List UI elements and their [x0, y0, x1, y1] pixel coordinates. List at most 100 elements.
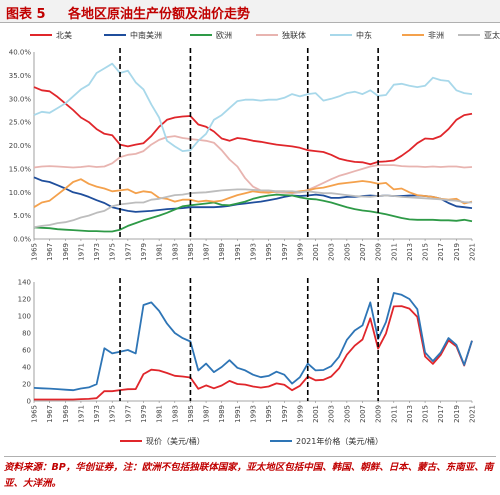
series-line [33, 86, 473, 166]
y-tick-label: 40 [22, 364, 31, 372]
legend-swatch [120, 440, 142, 442]
series-line [34, 305, 473, 401]
x-tick-label: 1981 [156, 243, 164, 261]
x-tick-label: 1999 [296, 405, 304, 423]
figure-header: 图表 5 各地区原油生产份额及油价走势 [0, 0, 500, 23]
x-tick-label: 2011 [390, 243, 398, 261]
x-tick-label: 1977 [124, 243, 132, 261]
figure-title: 各地区原油生产份额及油价走势 [68, 7, 251, 22]
x-tick-label: 1987 [203, 405, 211, 423]
x-tick-label: 1995 [265, 405, 273, 423]
oil-price-chart: 0 20 40 60 80 100 120 140 1965 1967 1969 1971 1973 19… [18, 278, 477, 423]
legend-item: 中南美洲 [104, 28, 162, 42]
x-tick-label: 1985 [187, 405, 195, 423]
y-tick-label: 80 [22, 330, 31, 338]
x-tick-label: 2001 [312, 243, 320, 261]
y-tick-label: 35.0% [9, 72, 32, 80]
top-chart-legend: 北美 中南美洲 欧洲 独联体 中东 非洲 亚太 [30, 28, 500, 44]
x-tick-label: 2001 [312, 405, 320, 423]
x-tick-label: 1971 [77, 405, 85, 423]
x-tick-label: 1979 [140, 405, 148, 423]
legend-swatch [256, 34, 278, 36]
legend-swatch [330, 34, 352, 36]
legend-label: 中东 [356, 30, 372, 40]
legend-item: 非洲 [402, 28, 444, 42]
y-tick-label: 20.0% [9, 142, 32, 150]
y-tick-label: 0.0% [13, 236, 31, 244]
x-tick-label: 1989 [218, 405, 226, 423]
x-tick-label: 1987 [203, 243, 211, 261]
y-tick-label: 140 [18, 279, 31, 287]
x-tick-label: 1993 [250, 243, 258, 261]
series-line [33, 178, 473, 208]
source-note: 资料来源：BP，华创证券，注：欧洲不包括独联体国家，亚太地区包括中国、韩国、朝鲜… [4, 456, 496, 494]
x-tick-label: 1977 [124, 405, 132, 423]
legend-swatch [190, 34, 212, 36]
legend-label: 现价（美元/桶） [146, 436, 205, 446]
x-tick-label: 1967 [46, 243, 54, 261]
legend-swatch [30, 34, 52, 36]
x-tick-label: 2019 [453, 405, 461, 423]
x-tick-label: 1973 [93, 243, 101, 261]
legend-item: 现价（美元/桶） [120, 434, 205, 448]
x-tick-label: 2021 [469, 405, 477, 423]
x-tick-label: 2015 [422, 405, 430, 423]
x-tick-label: 1983 [171, 405, 179, 423]
x-tick-label: 1997 [281, 243, 289, 261]
x-tick-label: 2003 [328, 405, 336, 423]
x-tick-label: 1965 [31, 243, 39, 261]
legend-item: 亚太 [458, 28, 500, 42]
x-tick-label: 2007 [359, 243, 367, 261]
y-tick-label: 10.0% [9, 189, 32, 197]
x-tick-label: 1991 [234, 405, 242, 423]
legend-swatch [402, 34, 424, 36]
legend-label: 北美 [56, 30, 72, 40]
legend-item: 2021年价格（美元/桶） [270, 434, 383, 448]
x-tick-label: 1979 [140, 243, 148, 261]
legend-label: 独联体 [282, 30, 306, 40]
x-tick-label: 2013 [406, 243, 414, 261]
x-tick-label: 2021 [469, 243, 477, 261]
x-tick-label: 2009 [375, 405, 383, 423]
series-line [33, 193, 473, 233]
bottom-chart-legend: 现价（美元/桶） 2021年价格（美元/桶） [120, 434, 420, 448]
x-tick-label: 2003 [328, 243, 336, 261]
legend-swatch [104, 34, 126, 36]
x-tick-label: 2019 [453, 243, 461, 261]
x-tick-label: 1999 [296, 243, 304, 261]
x-tick-label: 1993 [250, 405, 258, 423]
x-tick-label: 1985 [187, 243, 195, 261]
legend-label: 中南美洲 [130, 30, 162, 40]
x-tick-label: 2005 [343, 243, 351, 261]
series-line [33, 176, 473, 213]
figure-number: 图表 5 [6, 7, 46, 22]
x-tick-label: 2005 [343, 405, 351, 423]
x-tick-label: 1983 [171, 243, 179, 261]
y-tick-label: 120 [18, 296, 31, 304]
x-tick-label: 2009 [375, 243, 383, 261]
legend-item: 独联体 [256, 28, 306, 42]
series-line [33, 292, 473, 392]
x-tick-label: 1991 [234, 243, 242, 261]
x-tick-label: 1973 [93, 405, 101, 423]
x-tick-label: 1965 [31, 405, 39, 423]
legend-swatch [270, 440, 292, 442]
legend-label: 2021年价格（美元/桶） [296, 436, 384, 446]
y-tick-label: 40.0% [9, 49, 32, 57]
legend-item: 北美 [30, 28, 72, 42]
y-tick-label: 0 [27, 398, 31, 406]
x-tick-label: 1971 [77, 243, 85, 261]
x-tick-label: 2013 [406, 405, 414, 423]
x-tick-label: 1995 [265, 243, 273, 261]
x-tick-label: 1975 [109, 405, 117, 423]
x-tick-label: 1989 [218, 243, 226, 261]
legend-label: 欧洲 [216, 30, 232, 40]
legend-item: 欧洲 [190, 28, 232, 42]
x-tick-label: 2015 [422, 243, 430, 261]
series-line [33, 62, 473, 152]
x-tick-label: 1975 [109, 243, 117, 261]
series-line [33, 188, 473, 229]
x-tick-label: 1981 [156, 405, 164, 423]
legend-swatch [458, 34, 480, 36]
x-tick-label: 1997 [281, 405, 289, 423]
